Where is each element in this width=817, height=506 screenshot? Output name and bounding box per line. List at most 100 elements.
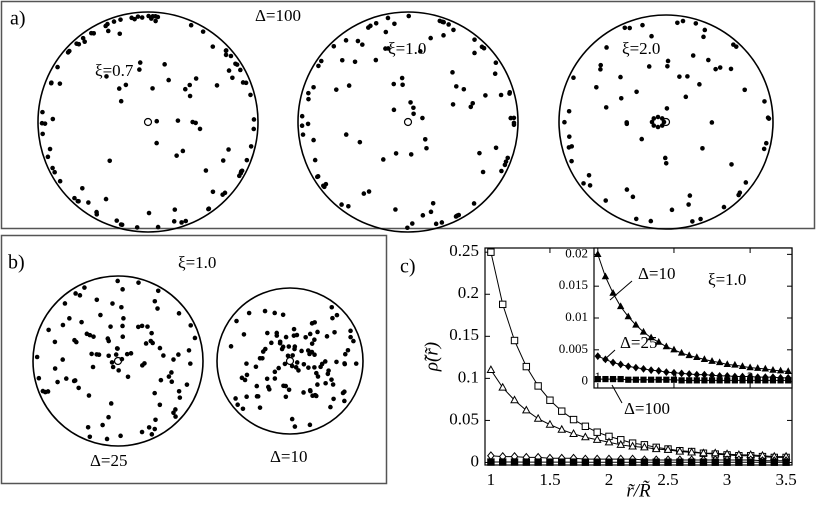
particle [108,324,113,329]
particle [264,376,270,382]
y-tick-label: 0.15 [449,325,479,344]
particle [566,108,572,114]
marker [581,458,590,466]
marker [594,250,602,257]
particle [161,353,166,358]
particle [233,61,238,67]
particle [174,153,179,158]
particle [171,410,176,416]
particle [321,183,326,189]
particle [154,118,160,124]
marker [754,364,762,371]
marker [754,377,761,384]
marker [662,342,671,350]
marker [510,395,519,404]
particle [175,118,181,123]
particle [299,113,305,119]
particle [569,144,575,149]
particle [680,18,686,24]
particle [307,422,313,428]
particle [303,334,308,340]
particle [152,298,158,304]
particle [393,207,398,212]
particle [368,23,373,29]
annotation: Δ=100 [255,6,301,25]
particle [342,361,348,367]
particle [493,60,499,66]
particle [481,45,487,51]
particle [453,84,459,89]
particle [46,327,51,333]
marker [761,364,770,372]
particle [470,100,476,106]
particle [319,58,324,64]
particle [206,206,211,212]
marker [594,352,602,361]
particle [226,68,232,73]
particle [604,45,609,50]
particle [176,311,182,316]
particle [203,168,209,173]
particle [228,344,234,349]
particle [743,180,749,185]
particle [90,364,96,370]
particle [285,353,291,359]
marker [617,375,624,383]
particle [276,365,281,371]
particle [594,84,599,90]
particle [77,293,83,298]
y-tick-label: 0.05 [449,409,479,428]
particle [169,379,175,385]
particle [571,75,576,80]
particle [697,82,702,87]
particle [188,323,194,328]
particle [129,15,134,21]
particle [603,105,609,110]
marker [569,458,578,466]
particle [57,81,63,86]
particle [210,44,216,49]
particle [87,332,93,338]
particle [330,315,335,321]
particle [634,89,639,95]
particle [157,402,163,408]
particle [146,425,152,430]
particle [430,200,436,206]
marker [617,360,624,369]
particle [79,319,84,325]
marker [647,366,655,375]
marker [776,366,785,374]
particle [240,406,246,412]
particle [239,375,245,381]
particle [89,30,94,36]
particle [52,366,58,371]
x-tick-label: 3 [723,470,732,489]
particle [701,34,706,40]
marker [534,382,542,390]
marker [746,363,754,371]
particle [311,137,316,143]
particle [737,190,743,195]
particle [655,114,661,120]
particle [117,31,123,37]
particle [114,218,120,223]
plot-frame [593,247,793,389]
particle [392,21,397,27]
marker [632,376,639,383]
particle [405,225,410,231]
particle [366,189,372,194]
particle [480,169,486,175]
marker [678,377,685,384]
marker [617,458,625,466]
particle [312,365,317,370]
particle [94,352,100,357]
marker [628,441,637,450]
particle [193,120,198,126]
particle [418,49,423,54]
particle [663,160,669,166]
particle [158,377,164,383]
particle [685,74,690,79]
particle [333,87,339,92]
marker [557,424,567,433]
particle [334,312,340,318]
